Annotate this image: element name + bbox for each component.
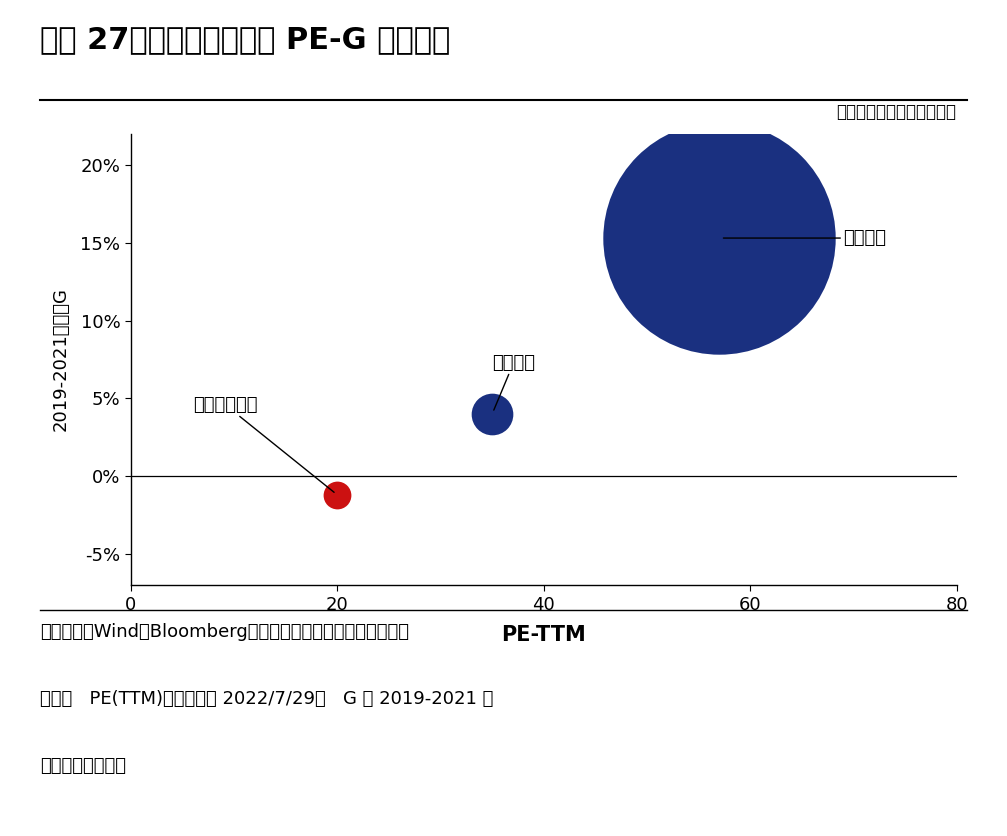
Point <box>484 407 500 421</box>
Text: 气泡大小：总市值（亿元）: 气泡大小：总市值（亿元） <box>837 103 957 121</box>
Text: 备注：   PE(TTM)截止日期为 2022/7/29，   G 为 2019-2021 年: 备注： PE(TTM)截止日期为 2022/7/29， G 为 2019-202… <box>40 690 493 708</box>
Text: 图表 27、调味品中外龙头 PE-G 估值对比: 图表 27、调味品中外龙头 PE-G 估值对比 <box>40 26 450 54</box>
Y-axis label: 2019-2021年复合G: 2019-2021年复合G <box>51 288 69 431</box>
Point <box>329 488 345 502</box>
Text: 涪陵榨菜: 涪陵榨菜 <box>492 354 535 410</box>
Text: 海天味业: 海天味业 <box>723 229 886 247</box>
Text: 丘比株式会社: 丘比株式会社 <box>193 395 334 492</box>
X-axis label: PE-TTM: PE-TTM <box>501 624 586 645</box>
Point <box>711 232 727 245</box>
Text: 的净利润复合增速: 的净利润复合增速 <box>40 757 126 775</box>
Text: 资料来源：Wind，Bloomberg，兴业证券经济与金融研究院整理: 资料来源：Wind，Bloomberg，兴业证券经济与金融研究院整理 <box>40 623 409 641</box>
